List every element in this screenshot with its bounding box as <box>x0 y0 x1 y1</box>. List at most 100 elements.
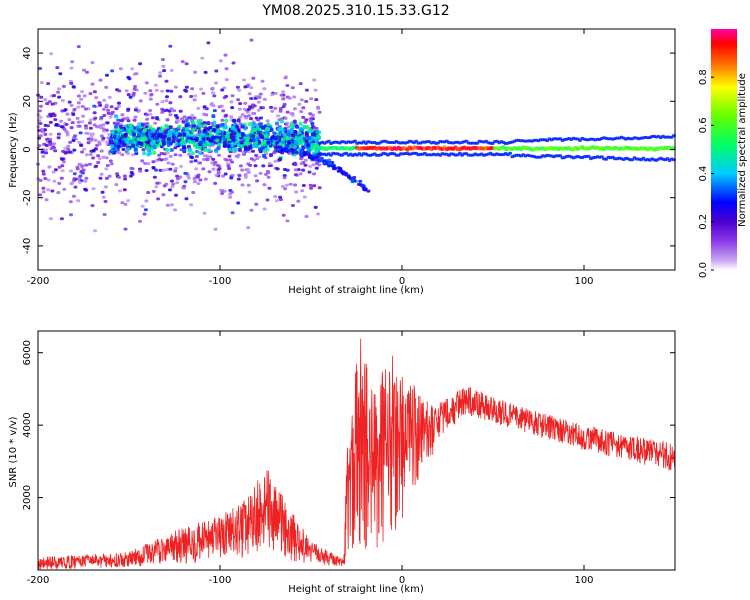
spectrogram-cell <box>312 156 317 159</box>
spectrogram-cell <box>258 92 263 96</box>
spectrogram-cell <box>101 107 106 111</box>
spectrogram-cell <box>299 149 304 153</box>
spectrogram-cell <box>102 114 107 117</box>
spectrogram-cell <box>98 176 103 180</box>
spectrogram-cell <box>301 106 306 110</box>
spectrogram-cell <box>169 89 174 93</box>
spectrogram-cell <box>150 116 155 120</box>
spectrogram-cell <box>138 62 143 66</box>
spectrogram-cell <box>236 201 241 205</box>
spectrogram-cell <box>192 98 197 102</box>
spectrogram-cell <box>97 142 102 146</box>
spectrogram-cell <box>249 86 254 90</box>
spectrogram-cell <box>101 136 106 140</box>
spectrogram-cell <box>106 111 111 115</box>
spectrogram-cell <box>280 137 285 142</box>
spectrogram-cell <box>298 172 303 176</box>
spectrogram-cell <box>226 164 231 168</box>
spectrogram-cell <box>189 95 194 98</box>
spectrogram-cell <box>273 195 278 198</box>
spectrogram-cell <box>278 109 283 113</box>
spectrogram-cell <box>301 115 306 119</box>
spectrogram-cell <box>267 186 272 190</box>
spectrogram-cell <box>240 132 245 136</box>
spectrogram-cell <box>224 118 229 123</box>
spectrogram-cell <box>224 158 229 162</box>
spectrogram-cell <box>56 191 61 195</box>
spectrogram-cell <box>198 145 202 150</box>
spectrogram-cell <box>308 183 313 187</box>
spectrogram-cell <box>136 137 141 142</box>
spectrogram-cell <box>104 185 108 189</box>
spectrogram-cell <box>145 113 150 117</box>
spectrogram-cell <box>148 125 153 130</box>
spectrogram-cell <box>184 123 189 128</box>
spectrogram-cell <box>308 154 313 158</box>
spectrogram-cell <box>38 122 43 125</box>
spectrogram-cell <box>97 157 102 161</box>
spectrogram-cell <box>243 85 248 89</box>
spectrogram-cell <box>174 167 179 170</box>
spectrogram-cell <box>55 66 60 70</box>
spectrogram-cell <box>248 163 253 167</box>
spectrogram-cell <box>162 134 167 139</box>
spectrogram-cell <box>203 70 208 74</box>
spectrogram-cell <box>115 141 120 146</box>
spectrogram-cell <box>101 123 106 127</box>
spectrogram-cell <box>72 194 76 198</box>
spectrogram-cell <box>81 168 86 172</box>
spectrogram-cell <box>155 181 160 185</box>
spectrogram-cell <box>230 94 235 98</box>
snr-series-line <box>37 338 676 570</box>
spectrogram-cell <box>191 128 196 133</box>
spectrogram-cell <box>68 140 73 144</box>
spectrogram-cell <box>236 143 241 148</box>
spectrogram-cell <box>245 136 250 141</box>
spectrogram-cell <box>237 173 242 177</box>
spectrogram-cell <box>72 107 77 111</box>
spectrogram-cell <box>183 171 188 175</box>
spectrogram-cell <box>105 140 110 144</box>
spectrogram-cell <box>163 130 168 135</box>
spectrogram-cell <box>284 136 289 140</box>
spectrogram-cell <box>217 153 221 157</box>
spectrogram-cell <box>92 104 97 108</box>
spectrogram-cell <box>265 119 270 123</box>
spectrogram-cell <box>146 191 151 194</box>
spectrogram-cell <box>115 172 120 176</box>
snr-ytick-label: 6000 <box>22 340 33 365</box>
spectrogram-cell <box>105 121 110 125</box>
spectrogram-cell <box>251 121 256 126</box>
spectrogram-cell <box>236 98 241 102</box>
spectrogram-cell <box>83 124 88 128</box>
spectrogram-cell <box>105 164 110 167</box>
spectrogram-cell <box>312 78 317 82</box>
spectrogram-cell <box>312 172 317 176</box>
spectrogram-cell <box>322 159 327 163</box>
spectrogram-cell <box>84 176 89 180</box>
spectrogram-cell <box>57 165 62 169</box>
spectrogram-cell <box>45 137 50 141</box>
spectrogram-cell <box>133 85 137 88</box>
spectrogram-cell <box>279 119 284 124</box>
spectrogram-cell <box>48 137 53 141</box>
spectrogram-cell <box>295 124 299 129</box>
spectrogram-cell <box>278 198 283 201</box>
spectrogram-cell <box>128 123 133 128</box>
spectrogram-cell <box>50 102 55 106</box>
spectrogram-cell <box>116 118 121 122</box>
spectrogram-cell <box>61 84 66 88</box>
spectrogram-cell <box>64 150 69 154</box>
spectrogram-cell <box>279 93 284 97</box>
spectrogram-cell <box>211 114 216 119</box>
spectrogram-cell <box>214 81 219 85</box>
spectrogram-cell <box>161 168 166 172</box>
spectrogram-cell <box>68 150 72 154</box>
spectrogram-cell <box>303 120 308 124</box>
spectrogram-cell <box>304 118 309 122</box>
spectrogram-cell <box>275 145 280 149</box>
spectrogram-cell <box>164 99 169 103</box>
spectrogram-cell <box>313 205 318 209</box>
